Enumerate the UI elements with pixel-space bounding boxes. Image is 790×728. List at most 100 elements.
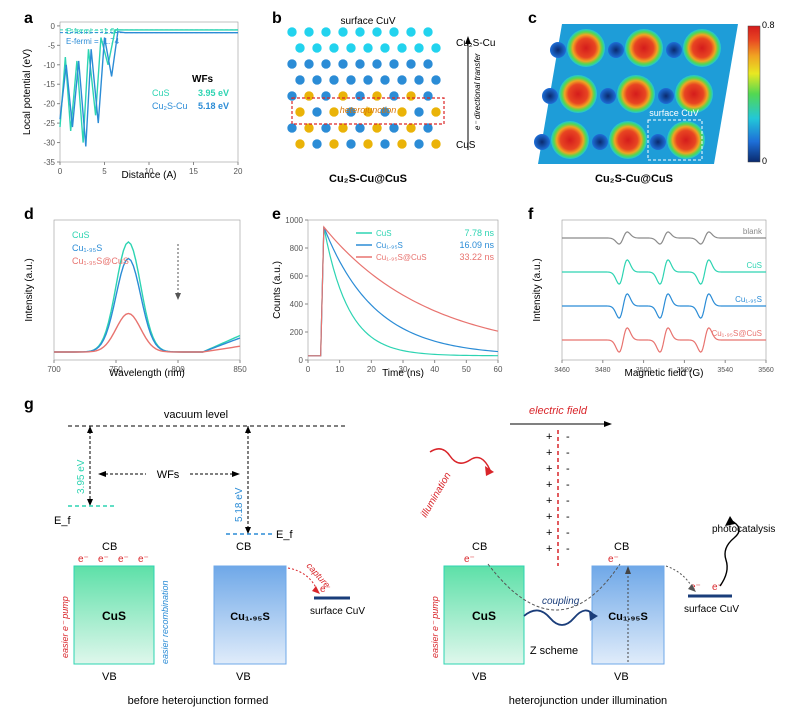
svg-text:20: 20: [367, 365, 376, 374]
svg-text:-: -: [566, 431, 570, 443]
svg-text:-20: -20: [43, 100, 55, 109]
g-zscheme: Z scheme: [530, 645, 578, 657]
g-cus2: CuS: [472, 609, 496, 623]
panel-a-chart: -35-30-25-20-15-10-50 05101520 E-fermi =…: [18, 10, 250, 188]
svg-text:700: 700: [47, 365, 61, 374]
svg-text:CuS: CuS: [72, 230, 90, 240]
wfs-title: WFs: [192, 74, 214, 85]
g-cus1: CuS: [102, 609, 126, 623]
g-coupling: coupling: [542, 596, 580, 607]
svg-text:-: -: [566, 511, 570, 523]
svg-text:16.09 ns: 16.09 ns: [459, 240, 494, 250]
panel-e-label: e: [272, 206, 281, 224]
g-vac: vacuum level: [164, 409, 228, 421]
panel-a-label: a: [24, 10, 33, 28]
g-cb2: CB: [236, 541, 251, 553]
svg-text:Cu₁.₉₅S@CuS: Cu₁.₉₅S@CuS: [711, 329, 762, 338]
svg-text:-: -: [566, 543, 570, 555]
g-efield: electric field: [529, 405, 588, 417]
svg-text:+: +: [546, 495, 552, 507]
b-rt: Cu₂S-Cu: [456, 38, 495, 49]
svg-text:blank: blank: [743, 227, 763, 236]
svg-text:60: 60: [494, 365, 503, 374]
b-bottom: Cu₂S-Cu@CuS: [329, 173, 407, 185]
svg-text:15: 15: [189, 167, 198, 176]
c-bottom: Cu₂S-Cu@CuS: [595, 173, 673, 185]
svg-text:200: 200: [290, 328, 304, 337]
svg-text:-10: -10: [43, 61, 55, 70]
g-photo: photocatalysis: [712, 524, 775, 535]
svg-text:-30: -30: [43, 139, 55, 148]
e-xlabel: Time (ns): [382, 368, 424, 379]
svg-text:+: +: [546, 511, 552, 523]
svg-text:e⁻: e⁻: [118, 554, 129, 565]
g-vb4: VB: [614, 671, 629, 683]
svg-text:CuS: CuS: [376, 229, 392, 238]
svg-text:20: 20: [234, 167, 243, 176]
g-cu195-1: Cu₁.₉₅S: [230, 611, 270, 623]
g-ef2: E_f: [276, 529, 293, 541]
svg-text:3460: 3460: [554, 367, 570, 374]
svg-text:CuS: CuS: [152, 88, 170, 98]
d-xlabel: Wavelength (nm): [109, 368, 185, 379]
svg-text:-35: -35: [43, 158, 55, 167]
panel-b: b surface CuV heterojunction Cu₂S-Cu CuS…: [268, 10, 512, 188]
svg-text:+: +: [546, 447, 552, 459]
g-cuv2: surface CuV: [684, 604, 739, 615]
b-top: surface CuV: [340, 16, 395, 27]
g-leftcap: before heterojunction formed: [128, 695, 269, 707]
svg-text:10: 10: [335, 365, 344, 374]
f-xlabel: Magnetic field (G): [625, 368, 704, 379]
svg-text:0: 0: [306, 365, 311, 374]
g-emr2: e⁻: [608, 554, 619, 565]
svg-text:0: 0: [299, 356, 304, 365]
g-wfs: WFs: [157, 469, 180, 481]
svg-text:33.22 ns: 33.22 ns: [459, 252, 494, 262]
svg-text:0: 0: [58, 167, 63, 176]
panel-c-label: c: [528, 10, 537, 28]
svg-text:Cu₁.₉₅S: Cu₁.₉₅S: [376, 241, 403, 250]
g-rightcap: heterojunction under illumination: [509, 695, 667, 707]
svg-text:3540: 3540: [717, 367, 733, 374]
cb-min: 0: [762, 156, 767, 166]
g-cb1: CB: [102, 541, 117, 553]
svg-text:Cu₁.₉₅S@CuS: Cu₁.₉₅S@CuS: [376, 253, 427, 262]
svg-text:e⁻: e⁻: [138, 554, 149, 565]
panel-a: a -35-30-25-20-15-10-50 05101520 E-fermi…: [18, 10, 250, 188]
hetero-label: heterojunction: [340, 105, 397, 115]
svg-text:5.18 eV: 5.18 eV: [198, 101, 229, 111]
panel-e: e 020040060080010000102030405060 CuS7.78…: [268, 206, 512, 384]
svg-text:+: +: [546, 463, 552, 475]
svg-text:Cu₂S-Cu: Cu₂S-Cu: [152, 101, 188, 111]
g-pump1: easier e⁻ pump: [60, 596, 70, 658]
panel-f: f 346034803500352035403560 blankCuSCu₁.₉…: [528, 206, 776, 384]
c-surf: surface CuV: [649, 108, 699, 118]
svg-text:-15: -15: [43, 80, 55, 89]
svg-text:-: -: [566, 479, 570, 491]
svg-text:-: -: [566, 495, 570, 507]
g-vb3: VB: [472, 671, 487, 683]
svg-text:400: 400: [290, 300, 304, 309]
svg-text:-5: -5: [48, 41, 56, 50]
svg-text:+: +: [546, 431, 552, 443]
svg-text:+: +: [546, 527, 552, 539]
g-ef1: E_f: [54, 515, 71, 527]
panel-b-diagram: surface CuV heterojunction Cu₂S-Cu CuS e…: [268, 10, 512, 188]
svg-text:-: -: [566, 447, 570, 459]
g-cuv1: surface CuV: [310, 606, 365, 617]
panel-g-label: g: [24, 396, 34, 414]
svg-text:CuS: CuS: [746, 261, 762, 270]
d-ylabel: Intensity (a.u.): [24, 258, 35, 321]
svg-text:-: -: [566, 527, 570, 539]
g-pump2: easier e⁻ pump: [430, 596, 440, 658]
panel-c-heatmap: surface CuV 0.8 0 Cu₂S-Cu@CuS: [528, 10, 776, 188]
svg-text:3480: 3480: [595, 367, 611, 374]
svg-text:600: 600: [290, 272, 304, 281]
panel-g: g vacuum level 3.95 eV 5.18 eV WFs E_f E…: [18, 396, 778, 716]
svg-text:850: 850: [233, 365, 247, 374]
svg-text:+: +: [546, 479, 552, 491]
g-wf2: 5.18 eV: [234, 487, 245, 522]
svg-text:Cu₁.₉₅S@CuS: Cu₁.₉₅S@CuS: [72, 256, 129, 266]
svg-text:+: +: [546, 543, 552, 555]
svg-text:E-fermi = -1.04: E-fermi = -1.04: [66, 27, 120, 36]
